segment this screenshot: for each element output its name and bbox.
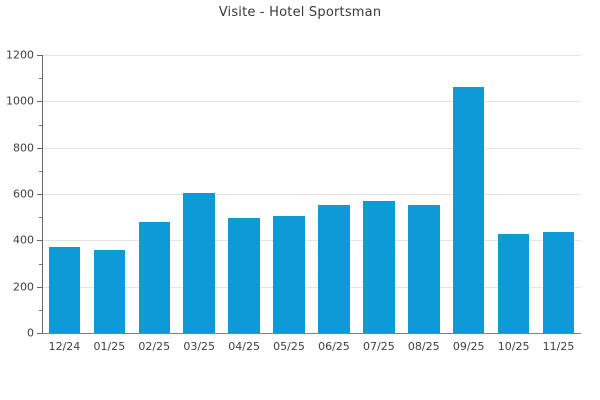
bar <box>138 222 170 333</box>
gridline <box>42 286 581 288</box>
y-axis-tick-label: 200 <box>13 280 34 294</box>
y-axis-minor-tick <box>39 78 42 80</box>
x-axis-tick-label: 02/25 <box>138 340 171 353</box>
x-axis-tick-label: 04/25 <box>228 340 260 353</box>
y-axis-tick-label: 800 <box>13 141 34 155</box>
y-axis-minor-tick <box>39 217 42 219</box>
x-axis-tick-label: 08/25 <box>407 340 440 353</box>
x-axis-tick-label: 07/25 <box>363 340 395 353</box>
y-axis-minor-tick <box>39 170 42 172</box>
y-axis-major-tick <box>37 101 42 103</box>
chart-title: Visite - Hotel Sportsman <box>218 5 382 20</box>
y-axis-major-tick <box>37 55 42 56</box>
bar <box>363 201 395 333</box>
bar <box>452 86 485 333</box>
y-axis-major-tick <box>37 286 42 288</box>
bar <box>542 231 575 333</box>
bar <box>183 192 215 333</box>
y-axis-minor-tick <box>39 309 42 311</box>
y-axis-tick-label: 600 <box>13 187 34 201</box>
bar <box>93 250 126 333</box>
y-axis-minor-tick <box>39 263 42 265</box>
y-axis-major-tick <box>37 333 42 334</box>
x-axis-line <box>42 333 581 334</box>
y-axis-major-tick <box>37 240 42 242</box>
y-axis-major-tick <box>37 147 42 149</box>
y-axis-line <box>42 55 43 333</box>
y-axis-major-tick <box>37 194 42 195</box>
x-axis-tick-label: 11/25 <box>542 340 575 353</box>
x-axis-tick-label: 03/25 <box>183 340 216 353</box>
y-axis-tick-label: 0 <box>27 326 34 340</box>
x-axis-tick-label: 06/25 <box>318 340 350 353</box>
gridline <box>42 240 581 242</box>
x-axis-tick-label: 09/25 <box>452 340 485 353</box>
gridline <box>42 147 581 149</box>
bar <box>228 217 260 333</box>
bar <box>408 204 440 333</box>
x-axis-tick-label: 12/24 <box>48 340 81 353</box>
bar <box>273 215 305 333</box>
bar <box>497 234 530 333</box>
y-axis-tick-label: 400 <box>13 233 34 247</box>
gridline <box>42 101 581 103</box>
y-axis-tick-label: 1200 <box>6 48 34 62</box>
gridline <box>42 55 581 56</box>
bar <box>318 204 350 333</box>
x-axis-tick-label: 10/25 <box>497 340 530 353</box>
y-axis-minor-tick <box>39 124 42 126</box>
bar <box>48 247 81 333</box>
gridline <box>42 194 581 195</box>
x-axis-tick-label: 05/25 <box>273 340 305 353</box>
y-axis-tick-label: 1000 <box>6 94 34 108</box>
plot-area: 0 200 400 600 800 1000 1200 12/24 01/25 02/25 03/2… <box>6 49 581 353</box>
x-axis-tick-label: 01/25 <box>93 340 126 353</box>
